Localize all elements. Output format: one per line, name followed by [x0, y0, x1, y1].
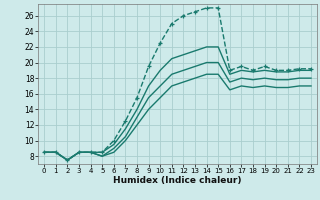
X-axis label: Humidex (Indice chaleur): Humidex (Indice chaleur)	[113, 176, 242, 185]
